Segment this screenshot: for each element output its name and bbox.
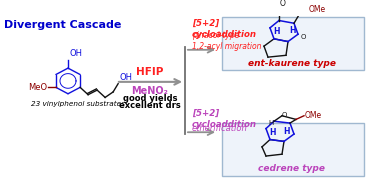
Text: ent-kaurene type: ent-kaurene type [248,59,336,68]
Text: OMe: OMe [305,111,322,120]
Text: [5+2]
cycloaddition: [5+2] cycloaddition [192,19,257,40]
Text: O: O [281,112,287,118]
Text: OH: OH [119,73,132,82]
Text: good yields: good yields [123,94,177,103]
Text: OMe: OMe [309,5,326,14]
Text: H: H [273,27,279,36]
Text: H: H [283,127,289,136]
Text: MeO: MeO [28,83,47,92]
Text: pinacol-type
1,2-acyl migration: pinacol-type 1,2-acyl migration [192,31,262,51]
Text: [5+2]
cycloaddition: [5+2] cycloaddition [192,108,257,129]
Text: Divergent Cascade: Divergent Cascade [4,20,121,30]
Text: O: O [301,34,306,40]
FancyBboxPatch shape [222,123,363,176]
Text: etherification: etherification [192,124,248,133]
Text: H: H [289,26,295,35]
Text: H: H [269,128,275,137]
Text: excellent drs: excellent drs [119,101,181,110]
FancyBboxPatch shape [222,17,363,70]
Text: 23 vinylphenol substrates: 23 vinylphenol substrates [31,101,125,107]
Text: OH: OH [69,49,82,58]
Text: O: O [280,0,286,8]
Text: H: H [269,120,274,126]
Text: MeNO₂: MeNO₂ [131,86,168,95]
Text: HFIP: HFIP [136,67,164,77]
Text: cedrene type: cedrene type [258,164,326,174]
